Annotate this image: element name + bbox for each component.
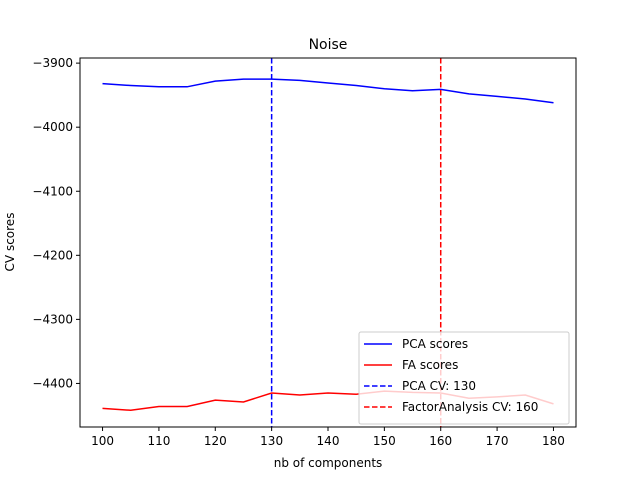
series-line	[102, 78, 554, 104]
x-tick-label: 180	[542, 434, 565, 448]
y-ticks: −3900 −4000 −4100 −4200 −4300 −4400	[32, 56, 80, 390]
y-tick-label: −4000	[32, 120, 73, 134]
legend-label: PCA CV: 130	[402, 379, 476, 393]
y-tick-label: −3900	[32, 56, 73, 70]
x-ticks: 100 110 120 130 140 150 160 170 180	[91, 427, 565, 448]
x-tick-label: 120	[204, 434, 227, 448]
x-tick-label: 100	[91, 434, 114, 448]
x-tick-label: 130	[260, 434, 283, 448]
legend-box	[358, 331, 570, 425]
x-tick-label: 170	[486, 434, 509, 448]
x-tick-label: 140	[317, 434, 340, 448]
x-tick-label: 110	[147, 434, 170, 448]
x-tick-label: 150	[373, 434, 396, 448]
y-tick-label: −4100	[32, 184, 73, 198]
legend-label: FactorAnalysis CV: 160	[402, 400, 538, 414]
x-axis-label: nb of components	[274, 456, 383, 470]
x-tick-label: 160	[429, 434, 452, 448]
plot-frame	[79, 57, 577, 428]
y-axis-label: CV scores	[3, 213, 17, 272]
legend-label: PCA scores	[402, 337, 468, 351]
legend-label: FA scores	[402, 358, 458, 372]
y-tick-label: −4300	[32, 312, 73, 326]
y-tick-label: −4400	[32, 376, 73, 390]
y-tick-label: −4200	[32, 248, 73, 262]
legend: PCA scores FA scores PCA CV: 130 FactorAnal…	[358, 331, 570, 425]
chart-title: Noise	[309, 37, 348, 53]
